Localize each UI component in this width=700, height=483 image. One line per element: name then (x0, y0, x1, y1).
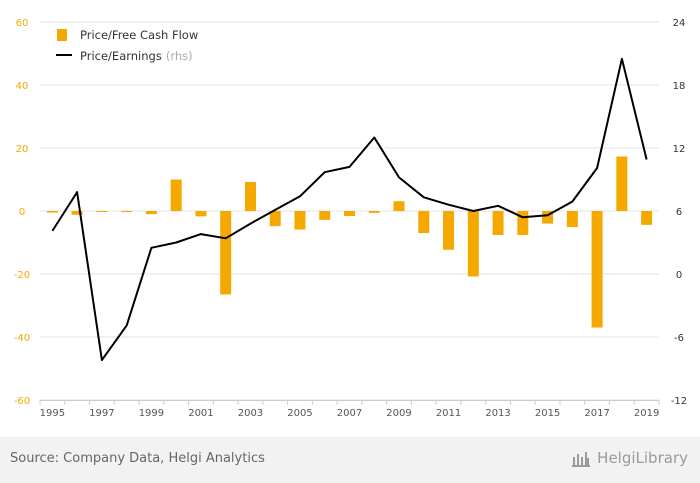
bar-2000 (170, 179, 182, 211)
bar-2004 (269, 211, 281, 227)
bar-2018 (616, 156, 628, 211)
bar-1998 (121, 211, 133, 212)
x-tick-label: 2003 (238, 408, 263, 419)
left-tick-label: -20 (14, 270, 30, 281)
bar-2015 (542, 211, 554, 224)
right-axis-ticks: 24 18 12 6 0 -6 -12 (671, 18, 687, 407)
left-tick-label: 40 (16, 81, 29, 92)
bar-2009 (393, 201, 405, 211)
library-icon (572, 452, 591, 467)
bar-2017 (591, 211, 603, 328)
bar-2014 (517, 211, 529, 235)
left-axis-ticks: 60 40 20 0 -20 -40 -60 (14, 18, 30, 407)
bar-2006 (319, 211, 331, 220)
left-tick-label: 0 (19, 207, 25, 218)
right-tick-label: 24 (673, 18, 686, 29)
footer: Source: Company Data, Helgi Analytics He… (0, 437, 700, 483)
bar-2005 (294, 211, 306, 230)
bar-2003 (244, 182, 256, 211)
legend: Price/Free Cash Flow Price/Earnings (rhs) (56, 28, 198, 63)
bar-2008 (368, 211, 380, 213)
x-tick-label: 2015 (535, 408, 560, 419)
bar-2007 (344, 211, 355, 217)
right-tick-label: 0 (676, 270, 682, 281)
x-tick-label: 2005 (287, 408, 312, 419)
x-tick-label: 2007 (337, 408, 362, 419)
bar-2011 (443, 211, 455, 250)
bar-2010 (418, 211, 430, 234)
x-tick-label: 2001 (188, 408, 213, 419)
source-note: Source: Company Data, Helgi Analytics (10, 451, 265, 466)
x-axis-ticks: 1995 1997 1999 2001 2003 2005 2007 2009 2011 2013… (39, 400, 660, 419)
left-tick-label: -60 (14, 396, 30, 407)
bar-1996 (71, 211, 83, 215)
legend-swatch-price-free-cash-flow (57, 29, 67, 41)
right-tick-label: 12 (673, 144, 686, 155)
x-tick-label: 1995 (40, 408, 65, 419)
x-tick-label: 1999 (139, 408, 164, 419)
right-tick-label: 18 (673, 81, 686, 92)
bar-1995 (46, 211, 58, 213)
bar-series-price-free-cash-flow (46, 156, 653, 328)
legend-label-price-free-cash-flow: Price/Free Cash Flow (80, 28, 198, 42)
x-tick-label: 2011 (436, 408, 461, 419)
x-tick-label: 2013 (485, 408, 510, 419)
right-tick-label: -12 (671, 396, 687, 407)
x-tick-label: 2017 (584, 408, 609, 419)
x-tick-label: 2009 (386, 408, 411, 419)
left-tick-label: -40 (14, 333, 30, 344)
x-tick-label: 2019 (634, 408, 659, 419)
legend-label-price-earnings-name: Price/Earnings (80, 49, 162, 63)
left-tick-label: 60 (16, 18, 29, 29)
right-tick-label: -6 (674, 333, 684, 344)
legend-label-rhs: (rhs) (166, 49, 193, 63)
bar-1999 (145, 211, 157, 215)
line-series-price-earnings (51, 57, 648, 362)
brand-logo: HelgiLibrary (570, 448, 688, 468)
bar-2016 (566, 211, 578, 228)
bar-2002 (220, 211, 232, 295)
left-tick-label: 20 (16, 144, 29, 155)
brand-name: HelgiLibrary (597, 449, 688, 467)
right-tick-label: 6 (676, 207, 682, 218)
legend-label-price-earnings: Price/Earnings (rhs) (80, 49, 193, 63)
bar-2012 (467, 211, 479, 277)
bar-2019 (641, 211, 653, 225)
bar-1997 (96, 211, 108, 212)
bar-2013 (492, 211, 504, 235)
pe-line (51, 57, 648, 362)
bar-2001 (195, 211, 207, 217)
x-tick-label: 1997 (89, 408, 114, 419)
